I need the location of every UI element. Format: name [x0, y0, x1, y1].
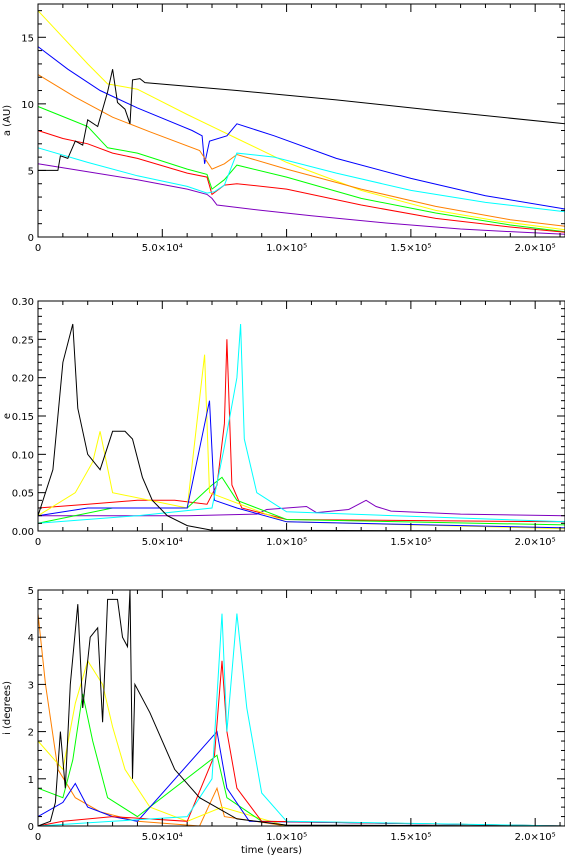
series-line-1	[37, 613, 565, 827]
series-line-4	[37, 730, 565, 827]
series-line-7	[37, 589, 565, 827]
series-line-3	[37, 74, 565, 227]
x-tick-label: 5.0×10⁴	[142, 832, 183, 843]
inclination-panel: 0 5.0×10⁴ 1.0×10⁵ 1.5×10⁵ 2.0×10⁵ 0 1 2 3 4 5 i (de…	[2, 586, 565, 856]
series-line-8	[38, 69, 565, 171]
y-tick-label: 15	[21, 33, 34, 44]
series-line-6	[37, 323, 565, 524]
y-axis-label: i (degrees)	[2, 681, 13, 735]
y-axis-label: e	[2, 413, 13, 419]
y-tick-label: 0.25	[12, 335, 34, 346]
x-tick-label: 1.0×10⁵	[266, 537, 307, 548]
series-line-5	[37, 660, 565, 827]
x-tick-label: 0	[35, 537, 41, 548]
series-line-5	[37, 130, 565, 233]
y-tick-label: 5	[28, 166, 34, 177]
x-tick-label: 0	[35, 832, 41, 843]
x-axis-label: time (years)	[241, 845, 302, 856]
y-tick-label: 0.00	[12, 527, 34, 538]
series-line-4	[37, 106, 565, 233]
x-tick-label: 2.0×10⁵	[515, 243, 556, 254]
series-line-7	[37, 163, 565, 235]
y-tick-label: 3	[28, 680, 34, 691]
series-line-4	[37, 354, 565, 530]
plot-frame	[37, 300, 565, 532]
y-tick-label: 0	[28, 822, 34, 833]
series-line-5	[37, 400, 565, 529]
x-tick-label: 1.5×10⁵	[390, 832, 431, 843]
x-tick-label: 2.0×10⁵	[515, 537, 556, 548]
eccentricity-panel: 0 5.0×10⁴ 1.0×10⁵ 1.5×10⁵ 2.0×10⁵ 0.00 0.05 0.1…	[2, 297, 565, 548]
y-tick-label: 0.15	[12, 412, 34, 423]
x-tick-label: 2.0×10⁵	[515, 832, 556, 843]
series-line-6	[37, 613, 565, 827]
series-line-7	[37, 323, 565, 532]
y-tick-label: 0.10	[12, 450, 34, 461]
y-tick-label: 0.05	[12, 489, 34, 500]
y-tick-label: 5	[28, 586, 34, 597]
y-tick-label: 0.30	[12, 297, 34, 308]
y-tick-label: 1	[28, 775, 34, 786]
x-tick-label: 0	[35, 243, 41, 254]
series-line-2	[37, 339, 565, 523]
series-line-1	[37, 10, 565, 231]
x-tick-label: 1.0×10⁵	[266, 832, 307, 843]
x-tick-label: 1.5×10⁵	[390, 243, 431, 254]
semi-major-axis-panel: 0 5.0×10⁴ 1.0×10⁵ 1.5×10⁵ 2.0×10⁵ 0 5 10 15 a (AU…	[2, 3, 565, 254]
y-tick-label: 10	[21, 100, 34, 111]
y-tick-label: 4	[28, 633, 34, 644]
series-line-6	[37, 147, 565, 213]
y-tick-label: 0.20	[12, 374, 34, 385]
plot-frame	[37, 589, 565, 827]
x-tick-label: 1.0×10⁵	[266, 243, 307, 254]
plot-frame	[37, 3, 565, 238]
y-tick-label: 2	[28, 728, 34, 739]
x-tick-label: 1.5×10⁵	[390, 537, 431, 548]
y-tick-label: 0	[28, 233, 34, 244]
y-axis-label: a (AU)	[2, 105, 13, 136]
x-tick-label: 5.0×10⁴	[142, 243, 183, 254]
series-line-3	[37, 693, 565, 827]
series-line-3	[37, 476, 565, 526]
x-tick-label: 5.0×10⁴	[142, 537, 183, 548]
series-line-2	[37, 659, 565, 827]
series-line-2	[37, 46, 565, 210]
